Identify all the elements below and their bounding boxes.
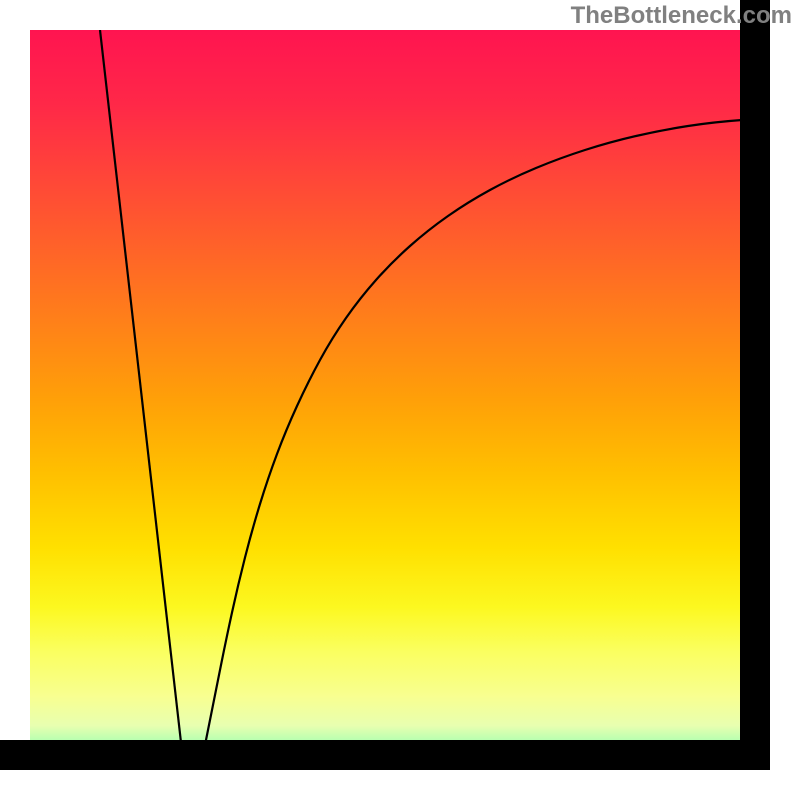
right-curve <box>202 118 770 760</box>
bottleneck-marker <box>173 754 209 768</box>
watermark-text: TheBottleneck.com <box>571 2 792 30</box>
chart-container: TheBottleneck.com <box>0 0 800 800</box>
left-v-line <box>100 30 183 760</box>
plot-area <box>30 30 770 770</box>
curves-layer <box>30 30 770 770</box>
